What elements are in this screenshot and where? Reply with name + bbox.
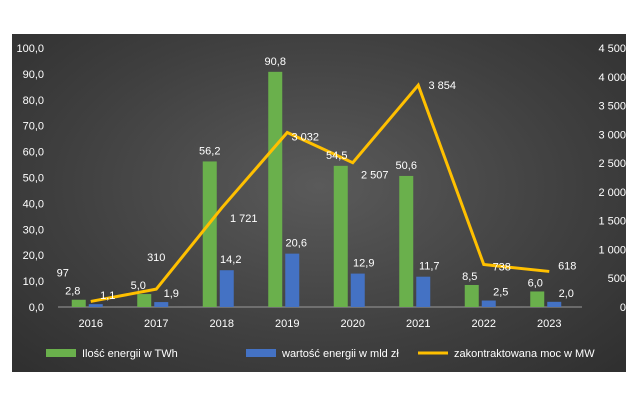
legend-label-contracted-mw: zakontraktowana moc w MW (454, 348, 595, 360)
legend-swatch-energy-twh (46, 349, 76, 357)
label-value-pln: 2,0 (559, 288, 574, 300)
label-energy-twh: 2,8 (65, 286, 80, 298)
x-axis-ticks: 2016 2017 2018 2019 2020 2021 2022 2023 (79, 318, 562, 330)
label-value-pln: 1,9 (164, 288, 179, 300)
bar-energy-twh (399, 175, 414, 307)
right-tick-label: 500 (608, 273, 626, 285)
right-tick-label: 2 000 (598, 187, 626, 199)
bars (71, 71, 562, 307)
bar-energy-twh (333, 165, 348, 307)
bar-value-pln (88, 304, 103, 307)
left-tick-label: 20,0 (23, 250, 44, 262)
label-contracted-mw: 618 (558, 260, 576, 272)
bar-value-pln (154, 302, 169, 307)
left-tick-label: 30,0 (23, 224, 44, 236)
legend-label-value-pln: wartość energii w mld zł (281, 348, 399, 360)
x-tick-label: 2016 (79, 318, 103, 330)
label-contracted-mw: 3 854 (428, 80, 456, 92)
bar-value-pln (219, 270, 234, 307)
x-tick-label: 2017 (144, 318, 168, 330)
left-tick-label: 70,0 (23, 121, 44, 133)
x-tick-label: 2019 (275, 318, 299, 330)
right-tick-label: 2 500 (598, 158, 626, 170)
left-tick-label: 100,0 (16, 43, 44, 55)
x-tick-label: 2021 (406, 318, 430, 330)
label-value-pln: 20,6 (286, 238, 307, 250)
left-tick-label: 80,0 (23, 95, 44, 107)
data-labels: 2,8 1,1 97 5,0 1,9 310 56,2 14,2 1 721 90,8 20,6 3 … (57, 56, 577, 302)
line-series (90, 82, 550, 303)
bar-energy-twh (202, 161, 217, 307)
left-tick-label: 50,0 (23, 173, 44, 185)
right-tick-label: 1 500 (598, 216, 626, 228)
x-tick-label: 2020 (341, 318, 365, 330)
label-energy-twh: 6,0 (528, 277, 543, 289)
bar-energy-twh (464, 284, 479, 307)
right-tick-label: 4 000 (598, 72, 626, 84)
label-contracted-mw: 2 507 (361, 170, 389, 182)
x-tick-label: 2022 (472, 318, 496, 330)
bar-energy-twh (530, 291, 545, 307)
right-tick-label: 0 (620, 302, 626, 314)
bar-value-pln (285, 253, 300, 307)
label-value-pln: 11,7 (419, 261, 440, 273)
legend-swatch-value-pln (246, 349, 276, 357)
left-axis-ticks: 0,0 10,0 20,0 30,0 40,0 50,0 60,0 70,0 80,0 90,0 1… (16, 43, 44, 314)
legend: Ilość energii w TWh wartość energii w mld… (46, 348, 595, 360)
label-value-pln: 1,1 (100, 290, 115, 302)
label-value-pln: 12,9 (353, 258, 374, 270)
x-tick-label: 2018 (210, 318, 234, 330)
label-contracted-mw: 3 032 (291, 131, 319, 143)
left-tick-label: 10,0 (23, 276, 44, 288)
label-energy-twh: 56,2 (199, 145, 220, 157)
label-energy-twh: 8,5 (462, 271, 477, 283)
legend-label-energy-twh: Ilość energii w TWh (82, 348, 178, 360)
label-energy-twh: 54,5 (326, 150, 347, 162)
right-tick-label: 3 500 (598, 101, 626, 113)
label-contracted-mw: 310 (147, 252, 165, 264)
left-tick-label: 0,0 (29, 302, 44, 314)
chart-panel (12, 34, 626, 372)
left-tick-label: 60,0 (23, 147, 44, 159)
label-value-pln: 14,2 (220, 254, 241, 266)
label-energy-twh: 50,6 (396, 160, 417, 172)
bar-value-pln (547, 301, 562, 307)
bar-energy-twh (268, 71, 283, 307)
x-tick-label: 2023 (537, 318, 561, 330)
right-tick-label: 3 000 (598, 129, 626, 141)
bar-energy-twh (137, 294, 152, 307)
label-energy-twh: 5,0 (131, 280, 146, 292)
label-contracted-mw: 738 (493, 262, 511, 274)
bar-energy-twh (71, 299, 86, 307)
label-contracted-mw: 97 (57, 267, 69, 279)
left-tick-label: 90,0 (23, 69, 44, 81)
label-value-pln: 2,5 (493, 287, 508, 299)
bar-value-pln (416, 276, 431, 307)
right-tick-label: 4 500 (598, 43, 626, 55)
right-axis-ticks: 0 500 1 000 1 500 2 000 2 500 3 000 3 500 4 000 4… (598, 43, 626, 314)
bar-value-pln (481, 300, 496, 307)
line-contracted-mw (90, 82, 550, 303)
right-tick-label: 1 000 (598, 244, 626, 256)
left-tick-label: 40,0 (23, 198, 44, 210)
label-energy-twh: 90,8 (265, 56, 286, 68)
label-contracted-mw: 1 721 (230, 213, 258, 225)
bar-value-pln (350, 273, 365, 307)
